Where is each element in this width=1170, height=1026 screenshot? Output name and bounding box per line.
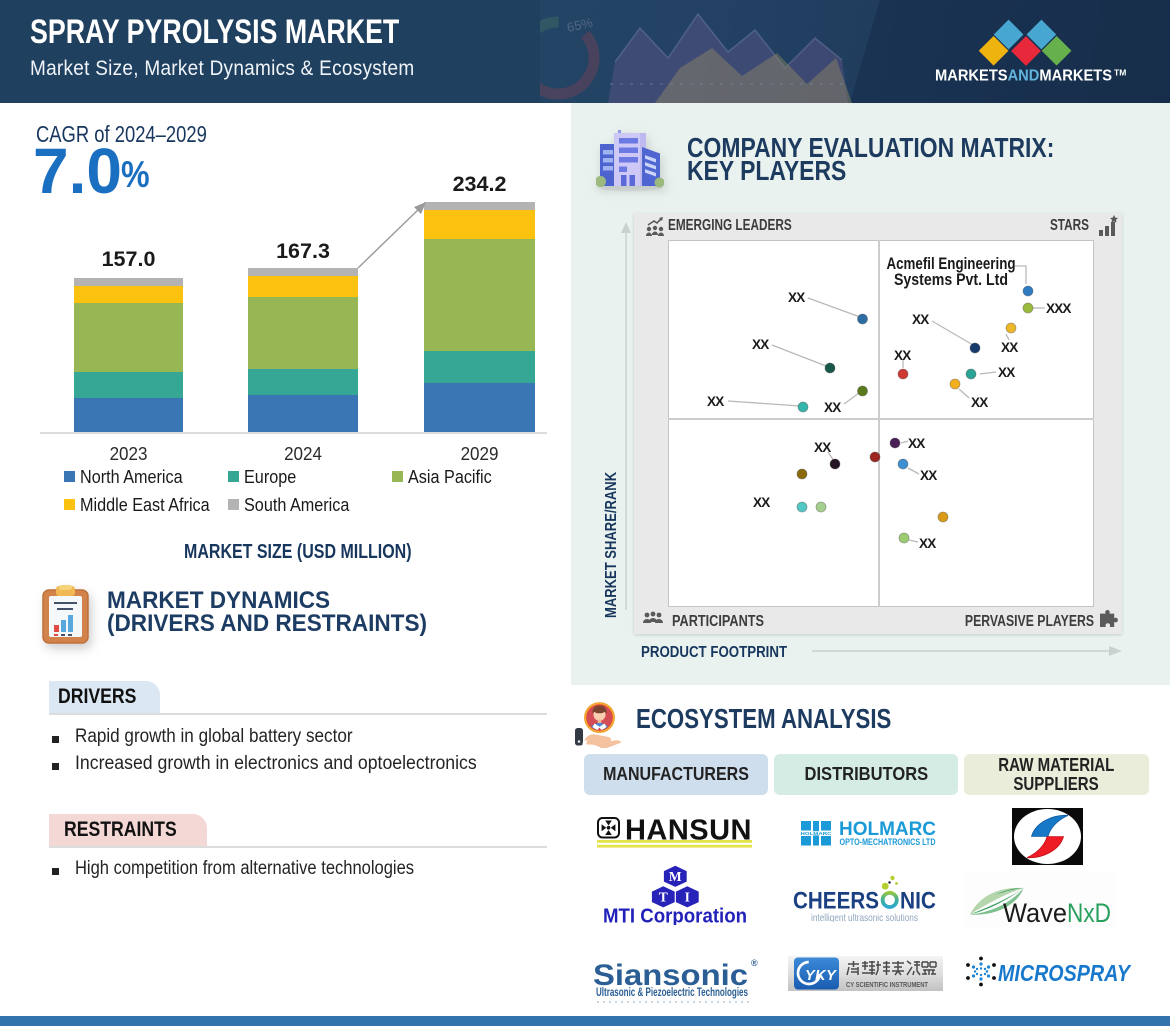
svg-text:XX: XX xyxy=(814,440,831,455)
svg-text:Acmefil Engineering: Acmefil Engineering xyxy=(887,255,1016,273)
svg-text:HOLMARC: HOLMARC xyxy=(801,831,833,836)
svg-text:MTI Corporation: MTI Corporation xyxy=(603,906,747,926)
svg-text:T: T xyxy=(659,890,668,905)
svg-text:TM: TM xyxy=(1114,68,1126,78)
svg-text:XX: XX xyxy=(1001,340,1018,355)
svg-text:M: M xyxy=(669,869,682,884)
svg-text:®: ® xyxy=(751,958,758,968)
svg-text:OPTO-MECHATRONICS LTD: OPTO-MECHATRONICS LTD xyxy=(840,837,936,847)
svg-text:XX: XX xyxy=(753,495,770,510)
svg-text:XX: XX xyxy=(920,468,937,483)
svg-text:MICROSPRAY: MICROSPRAY xyxy=(998,960,1132,986)
svg-text:Ultrasonic & Piezoelectric Tec: Ultrasonic & Piezoelectric Technologies xyxy=(596,987,748,999)
svg-text:MARKETSANDMARKETS: MARKETSANDMARKETS xyxy=(935,68,1112,85)
svg-text:CY SCIENTIFIC INSTRUMENT: CY SCIENTIFIC INSTRUMENT xyxy=(846,980,928,989)
svg-text:NxD: NxD xyxy=(1067,898,1111,927)
svg-text:YKY: YKY xyxy=(805,968,837,984)
svg-text:XX: XX xyxy=(912,312,929,327)
svg-text:XX: XX xyxy=(971,395,988,410)
svg-text:Siansonic: Siansonic xyxy=(593,959,748,992)
svg-text:I: I xyxy=(685,890,690,905)
svg-text:65%: 65% xyxy=(566,15,595,35)
svg-text:XX: XX xyxy=(824,400,841,415)
svg-text:Wave: Wave xyxy=(1003,898,1067,927)
svg-text:XX: XX xyxy=(788,290,805,305)
svg-text:XX: XX xyxy=(894,348,911,363)
svg-text:XX: XX xyxy=(908,436,925,451)
svg-text:XX: XX xyxy=(998,365,1015,380)
svg-text:XX: XX xyxy=(707,394,724,409)
svg-text:Systems Pvt. Ltd: Systems Pvt. Ltd xyxy=(894,271,1008,289)
svg-text:HOLMARC: HOLMARC xyxy=(839,819,936,840)
svg-text:XX: XX xyxy=(919,536,936,551)
svg-text:intelligent ultrasonic solutio: intelligent ultrasonic solutions xyxy=(811,912,918,922)
svg-text:NIC: NIC xyxy=(900,888,936,915)
svg-text:XX: XX xyxy=(752,337,769,352)
svg-text:XXX: XXX xyxy=(1046,301,1071,316)
svg-text:CHEERS: CHEERS xyxy=(793,888,879,915)
